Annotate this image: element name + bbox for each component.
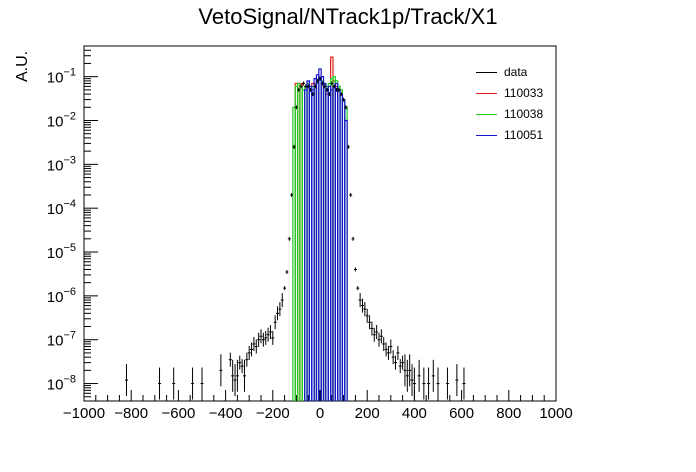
y-tick-label: 10−2 <box>47 110 76 130</box>
legend-entry-data: data <box>472 62 564 83</box>
legend-entry-110033: 110033 <box>472 83 564 104</box>
y-tick-label: 10−4 <box>47 198 76 218</box>
legend-entry-110051: 110051 <box>472 125 564 146</box>
x-tick-label: 200 <box>355 405 380 422</box>
legend-label-110033: 110033 <box>504 86 544 100</box>
y-tick-label: 10−7 <box>47 330 76 350</box>
x-tick-label: 0 <box>316 405 324 422</box>
legend-swatch-110051 <box>476 135 497 136</box>
x-tick-label: 800 <box>496 405 521 422</box>
x-tick-label: −400 <box>209 405 243 422</box>
x-tick-label: −800 <box>114 405 148 422</box>
x-tick-label: 1000 <box>539 405 572 422</box>
y-axis-label: A.U. <box>14 50 31 82</box>
legend: data 110033 110038 110051 <box>472 62 564 146</box>
legend-entry-110038: 110038 <box>472 104 564 125</box>
y-tick-label: 10−1 <box>47 67 76 87</box>
x-tick-label: −600 <box>162 405 196 422</box>
x-tick-label: 400 <box>402 405 427 422</box>
legend-swatch-110038 <box>476 114 497 115</box>
legend-label-data: data <box>504 65 528 79</box>
y-tick-label: 10−3 <box>47 154 76 174</box>
legend-label-110038: 110038 <box>504 107 544 121</box>
chart-title: VetoSignal/NTrack1p/Track/X1 <box>198 4 498 29</box>
legend-swatch-110033 <box>476 93 497 94</box>
x-tick-label: −1000 <box>63 405 105 422</box>
x-tick-label: 600 <box>449 405 474 422</box>
legend-label-110051: 110051 <box>504 128 544 142</box>
x-tick-label: −200 <box>256 405 290 422</box>
y-tick-label: 10−6 <box>47 286 76 306</box>
y-tick-label: 10−8 <box>47 374 76 394</box>
bin-110051 <box>344 119 348 401</box>
legend-swatch-data <box>476 72 497 73</box>
y-tick-label: 10−5 <box>47 242 76 262</box>
